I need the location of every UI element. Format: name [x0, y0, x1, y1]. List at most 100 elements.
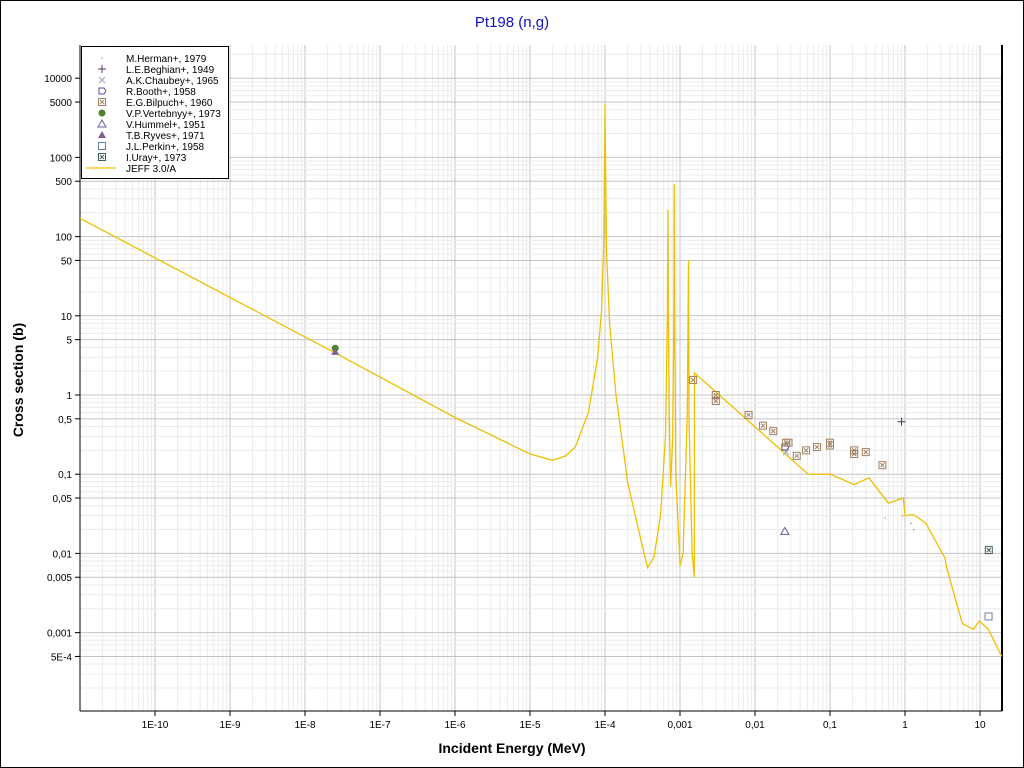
data-point-series-0	[902, 515, 904, 517]
xsquare-b	[880, 462, 885, 468]
xsquare-box	[711, 396, 720, 405]
xsquare-box	[711, 391, 720, 399]
x-tick-label: 1E-5	[519, 720, 541, 731]
x-tick-label: 0,01	[745, 720, 765, 731]
xsquare-b	[99, 154, 105, 160]
square-marker	[984, 612, 993, 621]
legend-marker-3	[98, 87, 107, 95]
data-point-series-1	[897, 417, 906, 426]
xsquare-box	[984, 546, 993, 555]
legend-label: L.E.Beghian+, 1949	[126, 65, 215, 76]
legend-label: R.Booth+, 1958	[126, 87, 196, 98]
data-point-series-3	[781, 443, 790, 451]
y-tick-label: 5E-4	[51, 652, 73, 663]
dot-marker	[902, 515, 904, 517]
data-point-series-4	[850, 449, 859, 458]
xsquare-box	[759, 421, 768, 430]
triangle-marker	[97, 118, 107, 128]
data-point-series-4	[769, 427, 778, 436]
dot-marker	[913, 529, 915, 531]
y-tick-label: 1000	[50, 153, 73, 164]
x-tick-label: 1E-8	[294, 720, 316, 731]
filled-triangle-marker	[331, 347, 340, 355]
triangle-marker	[779, 526, 790, 535]
xsquare-box	[850, 449, 859, 458]
y-tick-label: 5000	[50, 98, 73, 109]
y-tick-label: 500	[55, 177, 72, 188]
xsquare-b	[746, 412, 751, 418]
legend-label: V.P.Vertebnyy+, 1973	[126, 109, 221, 120]
legend-marker-2	[98, 76, 106, 84]
xsquare-b	[827, 443, 833, 448]
xsquare-b	[803, 448, 809, 453]
data-point-series-4	[861, 448, 870, 457]
xsquare-b	[986, 547, 992, 553]
x-tick-label: 1E-10	[142, 720, 169, 731]
data-point-series-4	[792, 451, 801, 460]
filled-circle-marker	[98, 109, 106, 117]
dot-marker	[910, 522, 912, 524]
xsquare-b	[786, 440, 791, 446]
x-tick-label: 1E-7	[369, 720, 391, 731]
data-point-series-6	[779, 526, 790, 535]
data-point-series-4	[802, 446, 811, 455]
data-point-series-4	[689, 375, 698, 384]
xsquare-b	[814, 444, 820, 450]
xsquare-box	[689, 375, 698, 384]
x-tick-label: 1	[902, 720, 908, 731]
square-marker	[98, 142, 106, 150]
y-tick-label: 10000	[44, 74, 72, 85]
legend-label: T.B.Ryves+, 1971	[126, 131, 205, 142]
legend-marker-0	[101, 57, 103, 59]
xsquare-b	[713, 392, 719, 398]
xsquare-box	[769, 427, 778, 436]
legend-label: A.K.Chaubey+, 1965	[126, 76, 219, 87]
pentagon-marker	[98, 87, 107, 95]
dot-marker	[101, 57, 103, 59]
x-tick-label: 10	[974, 720, 986, 731]
legend-marker-1	[98, 65, 106, 73]
legend-marker-6	[97, 118, 107, 128]
legend-label: V.Hummel+, 1951	[126, 120, 206, 131]
xsquare-b	[863, 449, 869, 455]
y-tick-label: 10	[61, 312, 73, 323]
filled-triangle-marker	[98, 131, 106, 138]
y-tick-label: 0,5	[58, 415, 72, 426]
data-point-series-4	[744, 410, 753, 419]
jeff-curve	[80, 104, 1002, 657]
data-point-series-0	[913, 529, 915, 531]
data-point-series-4	[711, 391, 720, 399]
xsquare-box	[98, 98, 106, 106]
xsquare-box	[826, 441, 834, 450]
y-tick-label: 100	[55, 233, 72, 244]
xsquare-box	[861, 448, 870, 457]
y-tick-label: 0,1	[58, 470, 72, 481]
pentagon-marker	[781, 443, 790, 451]
legend-label: J.L.Perkin+, 1958	[126, 142, 205, 153]
legend-marker-9	[98, 153, 106, 161]
xsquare-box	[744, 410, 753, 419]
legend-marker-5	[98, 109, 106, 117]
legend-marker-4	[98, 98, 106, 106]
y-tick-label: 50	[61, 256, 73, 267]
data-point-series-9	[984, 546, 993, 555]
x-tick-label: 0,1	[823, 720, 837, 731]
data-point-series-4	[812, 443, 821, 452]
xsquare-box	[878, 461, 887, 470]
y-tick-label: 0,001	[47, 629, 72, 640]
legend-marker-7	[98, 131, 106, 138]
legend-label: M.Herman+, 1979	[126, 54, 207, 65]
data-point-series-4	[878, 461, 887, 470]
xsquare-b	[690, 377, 696, 383]
xsquare-box	[802, 446, 811, 455]
xsquare-box	[784, 438, 793, 447]
data-point-series-4	[759, 421, 768, 430]
x-marker-b	[98, 76, 106, 84]
xsquare-box	[98, 153, 106, 161]
x-marker-b	[782, 448, 790, 456]
xsquare-b	[770, 428, 776, 434]
data-point-series-7	[331, 347, 340, 355]
xsquare-b	[99, 99, 105, 105]
data-point-series-4	[784, 438, 793, 447]
